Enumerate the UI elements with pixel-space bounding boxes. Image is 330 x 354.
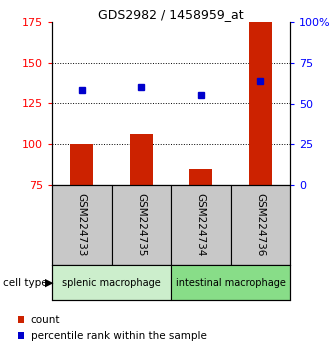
Text: ▶: ▶ <box>45 278 53 287</box>
Text: GSM224733: GSM224733 <box>77 193 87 257</box>
Bar <box>171 185 230 265</box>
Text: count: count <box>31 315 60 325</box>
Bar <box>130 135 152 185</box>
Bar <box>70 144 93 185</box>
Text: GSM224734: GSM224734 <box>196 193 206 257</box>
Bar <box>171 265 290 300</box>
Bar <box>249 22 272 185</box>
Text: GSM224736: GSM224736 <box>255 193 265 257</box>
Title: GDS2982 / 1458959_at: GDS2982 / 1458959_at <box>98 8 244 21</box>
Bar <box>112 185 171 265</box>
Bar <box>52 265 171 300</box>
Bar <box>52 185 112 265</box>
Bar <box>230 185 290 265</box>
Text: cell type: cell type <box>3 278 51 287</box>
Text: percentile rank within the sample: percentile rank within the sample <box>31 331 207 341</box>
Text: GSM224735: GSM224735 <box>136 193 146 257</box>
Text: splenic macrophage: splenic macrophage <box>62 278 161 287</box>
Bar <box>189 169 212 185</box>
Text: intestinal macrophage: intestinal macrophage <box>176 278 285 287</box>
